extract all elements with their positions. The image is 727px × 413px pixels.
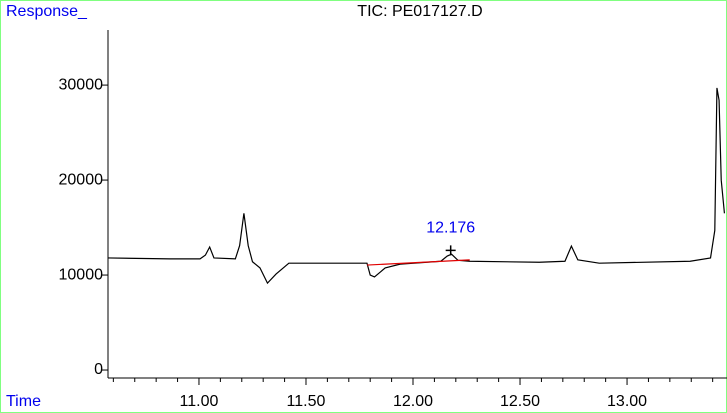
- peak-label: 12.176: [426, 220, 475, 237]
- y-tick-label: 30000: [59, 76, 104, 93]
- x-tick-label: 12.50: [500, 393, 540, 410]
- integration-baseline: [366, 259, 470, 266]
- x-tick-label: 12.00: [393, 393, 433, 410]
- x-tick-label: 11.00: [180, 393, 219, 410]
- y-tick-label: 10000: [59, 266, 104, 283]
- x-tick-label: 13.00: [607, 393, 647, 410]
- peak-marker: [445, 245, 456, 256]
- chart-title: TIC: PE017127.D: [357, 3, 482, 20]
- y-tick-label: 20000: [59, 171, 104, 188]
- y-axis-label: Response_: [6, 3, 88, 20]
- x-axis-label: Time: [6, 393, 41, 410]
- x-tick-label: 11.50: [287, 393, 326, 410]
- y-tick-label: 0: [94, 361, 103, 378]
- trace: [107, 87, 726, 285]
